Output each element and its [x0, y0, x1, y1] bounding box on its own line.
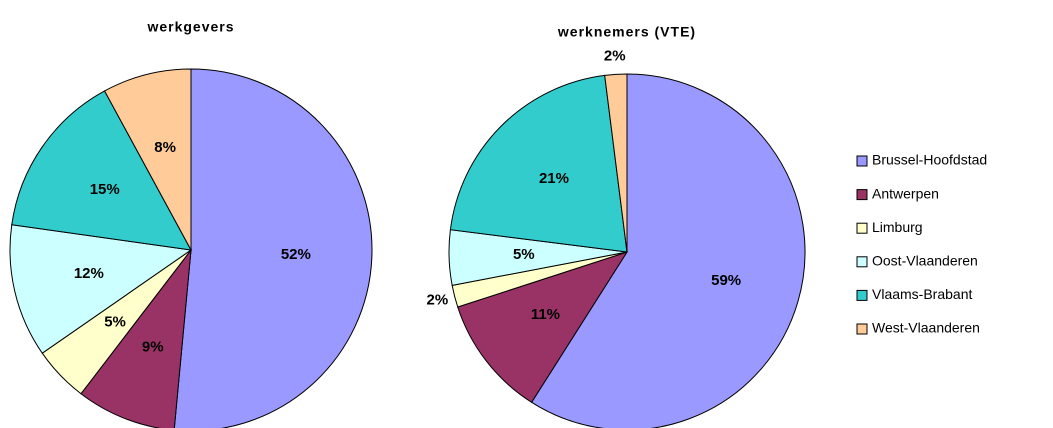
pie-slice — [449, 74, 628, 253]
data-label: 52% — [281, 246, 311, 263]
legend-label: West-Vlaanderen — [872, 320, 980, 336]
data-label: 12% — [74, 265, 104, 282]
legend-label: Antwerpen — [872, 185, 939, 201]
pie-slice — [530, 73, 806, 428]
legend-swatch — [856, 256, 868, 268]
legend-swatch — [856, 323, 868, 335]
legend-swatch — [856, 155, 868, 167]
data-label: 5% — [513, 246, 535, 263]
data-label: 59% — [711, 272, 741, 289]
pie-slice — [9, 224, 193, 354]
pie-slice — [457, 251, 629, 403]
data-label: 9% — [142, 339, 164, 356]
legend-label: Limburg — [872, 219, 923, 235]
pie-slice — [173, 68, 373, 428]
pie-slice — [11, 90, 192, 251]
pie-slice — [80, 248, 192, 428]
legend-label: Oost-Vlaanderen — [872, 253, 978, 269]
pie-slice — [604, 73, 628, 253]
legend-swatch — [856, 222, 868, 234]
data-label: 11% — [531, 306, 560, 323]
data-label: 5% — [104, 313, 126, 330]
legend-label: Brussel-Hoofdstad — [872, 152, 987, 168]
chart-title: werknemers (VTE) — [557, 24, 696, 40]
legend-swatch — [856, 189, 868, 201]
data-label: 15% — [90, 181, 120, 198]
data-label: 21% — [539, 170, 569, 187]
data-label: 8% — [154, 139, 176, 156]
pie-slice — [103, 68, 192, 251]
chart-title: werkgevers — [146, 19, 234, 35]
data-label: 2% — [427, 292, 449, 309]
legend-swatch — [856, 289, 868, 301]
legend-label: Vlaams-Brabant — [872, 286, 972, 302]
data-label: 2% — [604, 48, 626, 65]
